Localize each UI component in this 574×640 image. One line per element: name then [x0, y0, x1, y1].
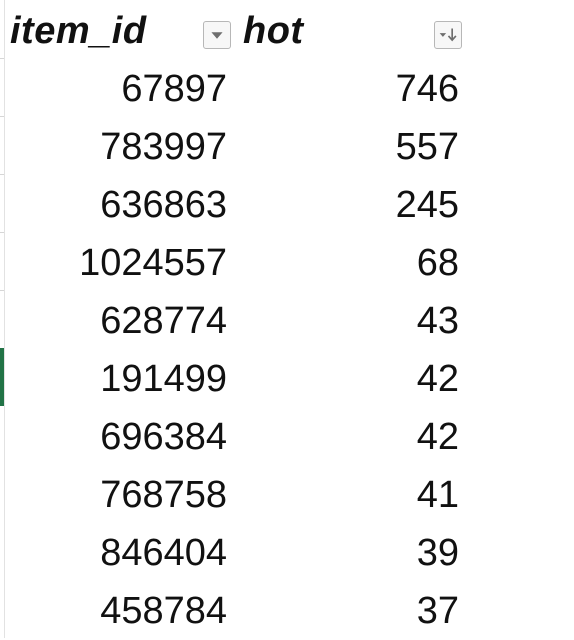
- row-divider: [0, 58, 4, 59]
- cell-hot[interactable]: 245: [395, 184, 459, 226]
- cell-hot[interactable]: 39: [416, 532, 459, 574]
- cell-item-id[interactable]: 696384: [100, 416, 227, 458]
- cell-hot[interactable]: 557: [395, 126, 459, 168]
- cell-item-id[interactable]: 67897: [121, 68, 227, 110]
- table-row: 67897 746: [0, 60, 574, 118]
- cell-item-id[interactable]: 636863: [100, 184, 227, 226]
- cell-item-id[interactable]: 846404: [100, 532, 227, 574]
- cell-hot[interactable]: 42: [416, 416, 459, 458]
- table-body: 67897 746 783997 557 636863 245 1024557 …: [0, 60, 574, 640]
- table-row: 628774 43: [0, 292, 574, 350]
- column-header-hot[interactable]: hot: [243, 10, 304, 52]
- table-header-row: item_id hot: [0, 0, 574, 58]
- cell-hot[interactable]: 68: [416, 242, 459, 284]
- table-row: 636863 245: [0, 176, 574, 234]
- row-divider: [0, 290, 4, 291]
- row-divider: [0, 116, 4, 117]
- row-header-edge: [0, 0, 5, 638]
- table-row: 768758 41: [0, 466, 574, 524]
- cell-item-id[interactable]: 191499: [100, 358, 227, 400]
- table-row: 696384 42: [0, 408, 574, 466]
- cell-hot[interactable]: 43: [416, 300, 459, 342]
- row-divider: [0, 232, 4, 233]
- cell-hot[interactable]: 42: [416, 358, 459, 400]
- active-row-marker: [0, 348, 4, 406]
- row-divider: [0, 174, 4, 175]
- table-row: 846404 39: [0, 524, 574, 582]
- cell-hot[interactable]: 37: [416, 590, 459, 632]
- cell-hot[interactable]: 746: [395, 68, 459, 110]
- cell-hot[interactable]: 41: [416, 474, 459, 516]
- table-row: 458784 37: [0, 582, 574, 640]
- sort-filter-button-hot[interactable]: [434, 21, 462, 49]
- table-row: 783997 557: [0, 118, 574, 176]
- table-row: 191499 42: [0, 350, 574, 408]
- dropdown-arrow-icon: [211, 32, 223, 39]
- column-header-item-id[interactable]: item_id: [10, 10, 147, 52]
- cell-item-id[interactable]: 458784: [100, 590, 227, 632]
- cell-item-id[interactable]: 628774: [100, 300, 227, 342]
- filter-dropdown-button-item-id[interactable]: [203, 21, 231, 49]
- cell-item-id[interactable]: 783997: [100, 126, 227, 168]
- cell-item-id[interactable]: 1024557: [79, 242, 227, 284]
- cell-item-id[interactable]: 768758: [100, 474, 227, 516]
- table-row: 1024557 68: [0, 234, 574, 292]
- sort-descending-filter-icon: [439, 28, 457, 42]
